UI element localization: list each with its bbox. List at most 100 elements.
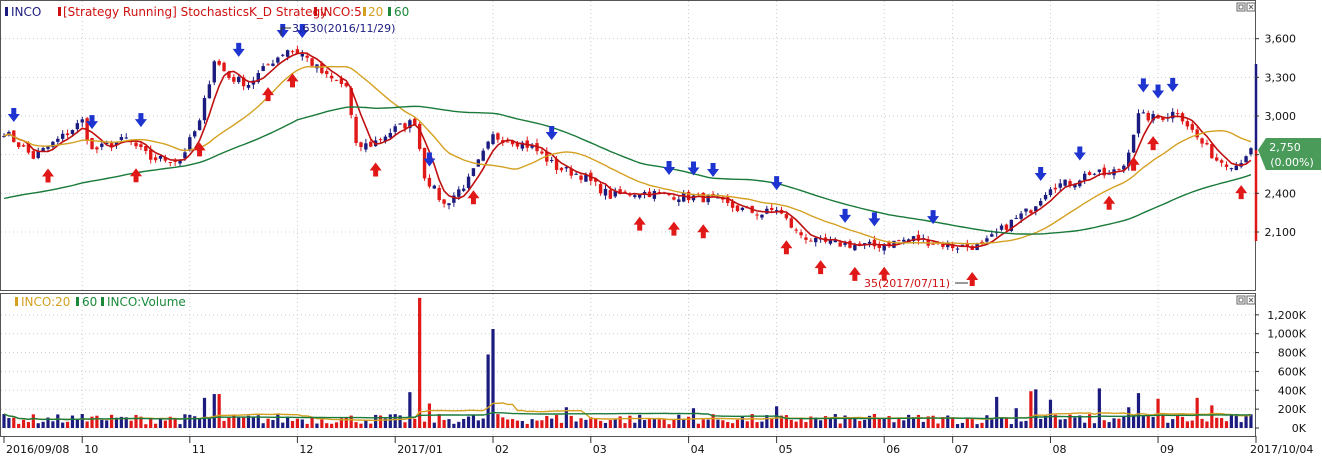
candle-body xyxy=(1097,169,1102,172)
volume-bar xyxy=(496,414,500,428)
legend-marker-vol-ma20 xyxy=(15,297,18,306)
volume-bar xyxy=(980,422,984,428)
volume-bar xyxy=(261,423,265,428)
candle-body xyxy=(432,185,437,189)
volume-tick-label: 600K xyxy=(1278,365,1307,378)
moving-averages xyxy=(3,51,1252,249)
candle-body xyxy=(65,133,70,136)
candle-body xyxy=(388,132,393,138)
candle-body xyxy=(427,177,432,187)
volume-bar xyxy=(970,418,974,428)
candle-body xyxy=(1068,181,1072,186)
volume-bar xyxy=(1141,415,1145,428)
high-annotation-leader xyxy=(280,27,291,36)
volume-bar xyxy=(594,418,598,428)
candle-body xyxy=(598,184,603,194)
candle-body xyxy=(305,55,309,58)
volume-bar xyxy=(745,421,749,428)
candle-body xyxy=(574,173,578,175)
volume-bar xyxy=(760,421,764,428)
candle-body xyxy=(872,239,877,247)
volume-bar xyxy=(168,416,172,428)
candle-body xyxy=(1224,164,1229,167)
volume-bar xyxy=(1131,414,1136,428)
sell-signal-arrow xyxy=(296,24,309,38)
candle-body xyxy=(222,62,226,72)
volume-tick-label: 800K xyxy=(1278,347,1307,360)
candle-body xyxy=(848,241,852,248)
candle-body xyxy=(682,192,686,202)
volume-bar xyxy=(457,421,461,428)
volume-bar xyxy=(520,420,524,428)
candle-body xyxy=(471,168,476,176)
volume-bar xyxy=(858,420,862,428)
volume-bar xyxy=(1220,418,1224,428)
volume-tick-label: 1,200K xyxy=(1267,309,1306,322)
volume-bar xyxy=(569,415,573,428)
candle-body xyxy=(892,240,896,248)
candle-body xyxy=(990,234,994,237)
volume-bar xyxy=(1073,417,1077,428)
candle-body xyxy=(902,239,906,242)
candle-body xyxy=(481,150,485,161)
candle-body xyxy=(290,51,295,53)
legend-label-volume: INCO:Volume xyxy=(107,295,186,309)
candle-body xyxy=(726,197,730,203)
volume-bar xyxy=(1215,417,1219,428)
candle-body xyxy=(276,57,280,63)
candle-body xyxy=(56,138,60,142)
volume-bar xyxy=(90,416,94,428)
buy-signal-arrow xyxy=(633,216,646,231)
candle-body xyxy=(564,167,569,169)
volume-bar xyxy=(198,418,202,428)
minimize-pane-icon[interactable] xyxy=(1236,2,1246,12)
volume-bar xyxy=(1224,421,1229,428)
volume-bar xyxy=(642,420,647,428)
price-pane-buttons xyxy=(1236,2,1256,12)
candle-body xyxy=(1102,167,1106,176)
volume-bar xyxy=(1043,415,1048,428)
candle-body xyxy=(2,135,6,137)
candle-body xyxy=(334,79,339,81)
sell-signal-arrow xyxy=(423,152,436,167)
candle-body xyxy=(510,140,515,145)
candle-body xyxy=(124,137,128,139)
volume-bar xyxy=(501,417,505,428)
volume-bar xyxy=(193,416,197,428)
minimize-volume-pane-icon[interactable] xyxy=(1236,295,1246,305)
candle-body xyxy=(36,151,40,158)
volume-bar xyxy=(740,416,744,428)
candle-body xyxy=(1053,187,1058,190)
candle-body xyxy=(447,203,451,206)
volume-bar xyxy=(589,417,593,428)
volume-bar xyxy=(398,415,402,428)
price-tick-label: 2,100 xyxy=(1265,226,1297,239)
volume-bar xyxy=(687,416,691,428)
candle-body xyxy=(109,143,114,148)
candle-body xyxy=(1205,143,1209,145)
candle-body xyxy=(1038,200,1043,206)
volume-bar xyxy=(408,392,412,428)
volume-bar xyxy=(735,419,740,428)
volume-bar xyxy=(1249,414,1253,428)
volume-bar xyxy=(1151,417,1155,428)
volume-bar xyxy=(1185,421,1189,428)
volume-bar xyxy=(716,419,720,428)
candle-body xyxy=(339,78,344,84)
candle-body xyxy=(652,191,657,199)
volume-bar xyxy=(1176,415,1180,428)
candle-body xyxy=(657,191,661,193)
candle-body xyxy=(770,207,774,210)
volume-bar xyxy=(554,415,559,428)
volume-bar xyxy=(271,419,275,428)
buy-signal-arrow xyxy=(1147,136,1160,151)
volume-pane xyxy=(0,293,1256,437)
candle-body xyxy=(241,77,246,87)
volume-bar xyxy=(403,422,407,428)
candle-body xyxy=(100,143,104,147)
volume-bar xyxy=(256,415,260,428)
volume-bar xyxy=(789,419,793,428)
close-volume-pane-glyph xyxy=(1248,297,1254,303)
volume-bar xyxy=(114,417,119,428)
x-tick-label: 02 xyxy=(495,443,509,456)
